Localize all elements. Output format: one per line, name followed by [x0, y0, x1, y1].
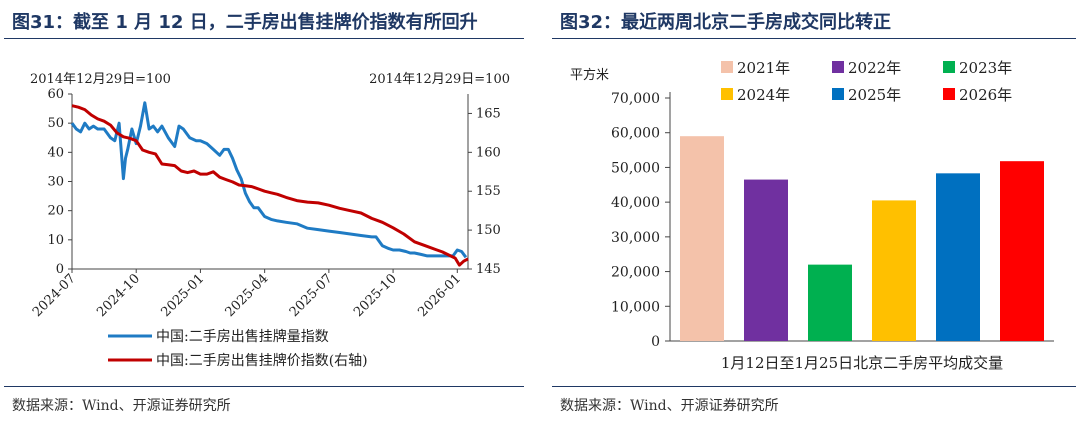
- left-axis-note: 2014年12月29日=100: [30, 72, 171, 87]
- y-tick-label: 50,000: [611, 160, 660, 176]
- y-tick-label: 60,000: [611, 126, 660, 142]
- legend-swatch-2026年: [943, 88, 955, 100]
- legend-label-volume: 中国:二手房出售挂牌量指数: [156, 328, 329, 345]
- bar-2025年: [936, 173, 980, 341]
- legend-swatch-2024年: [721, 88, 733, 100]
- legend-label-2024年: 2024年: [737, 86, 790, 104]
- listing-index-line-chart: 2014年12月29日=100 2014年12月29日=100 0 10 20 30 40 5…: [30, 72, 510, 369]
- x-tick-label: 2025-10: [351, 271, 400, 320]
- legend-label-2023年: 2023年: [959, 59, 1012, 77]
- y-axis-unit-label: 平方米: [570, 67, 609, 83]
- right-axis-note: 2014年12月29日=100: [369, 72, 510, 87]
- legend-swatch-2022年: [832, 61, 844, 73]
- x-tick-label: 2025-01: [158, 271, 207, 320]
- left-title-divider: [4, 38, 524, 39]
- y-tick-label: 70,000: [611, 91, 660, 107]
- x-tick-label: 2025-07: [287, 271, 336, 320]
- y-tick-label: 10,000: [611, 299, 660, 315]
- right-y-tick-label: 160: [476, 145, 501, 160]
- x-tick-label: 2024-07: [30, 271, 79, 320]
- legend-label-price: 中国:二手房出售挂牌价指数(右轴): [156, 352, 368, 369]
- y-tick-label: 40,000: [611, 195, 660, 211]
- right-source-divider: [552, 386, 1076, 387]
- right-y-tick-label: 145: [476, 262, 501, 277]
- left-y-tick-label: 20: [47, 204, 64, 219]
- bar-2024年: [872, 200, 916, 341]
- legend-label-2025年: 2025年: [848, 86, 901, 104]
- left-y-tick-label: 50: [47, 116, 64, 131]
- bar-2022年: [744, 179, 788, 341]
- right-title-divider: [552, 38, 1076, 39]
- legend-swatch-2021年: [721, 61, 733, 73]
- legend-swatch-2025年: [832, 88, 844, 100]
- left-y-tick-label: 40: [47, 145, 64, 160]
- left-figure-panel: 图31：截至 1 月 12 日，二手房出售挂牌价指数有所回升 2014年12月2…: [0, 0, 528, 434]
- bar-2026年: [1000, 161, 1044, 341]
- x-tick-label: 2024-10: [94, 271, 143, 320]
- right-y-tick-label: 155: [476, 184, 501, 199]
- listing-price-series-line: [71, 104, 469, 267]
- right-y-tick-label: 165: [476, 106, 501, 121]
- bar-2021年: [680, 136, 724, 341]
- y-tick-label: 30,000: [611, 230, 660, 246]
- left-figure-title: 图31：截至 1 月 12 日，二手房出售挂牌价指数有所回升: [12, 12, 478, 33]
- left-source-note: 数据来源：Wind、开源证券研究所: [12, 398, 231, 414]
- x-tick-label: 2025-04: [223, 271, 272, 320]
- bar-2023年: [808, 264, 852, 341]
- left-y-tick-label: 30: [47, 175, 64, 190]
- right-figure-title: 图32：最近两周北京二手房成交同比转正: [560, 12, 892, 33]
- x-axis-title: 1月12日至1月25日北京二手房平均成交量: [721, 354, 1003, 372]
- y-tick-label: 20,000: [611, 265, 660, 281]
- legend-swatch-2023年: [943, 61, 955, 73]
- left-y-tick-label: 0: [56, 262, 64, 277]
- legend-label-2021年: 2021年: [737, 59, 790, 77]
- left-y-tick-label: 10: [47, 233, 64, 248]
- right-figure-panel: 图32：最近两周北京二手房成交同比转正 平方米 0 10,000 20,000 30,0…: [548, 0, 1080, 434]
- y-tick-label: 0: [651, 334, 660, 350]
- legend-label-2026年: 2026年: [959, 86, 1012, 104]
- x-tick-label: 2026-01: [415, 271, 464, 320]
- left-source-divider: [4, 386, 524, 387]
- right-y-tick-label: 150: [476, 223, 501, 238]
- left-y-tick-label: 60: [47, 87, 64, 102]
- listing-volume-series-line: [70, 101, 468, 259]
- right-source-note: 数据来源：Wind、开源证券研究所: [560, 398, 779, 414]
- legend-label-2022年: 2022年: [848, 59, 901, 77]
- beijing-transaction-bar-chart: 平方米 0 10,000 20,000 30,000 40,000 50,000 60,000…: [570, 59, 1054, 372]
